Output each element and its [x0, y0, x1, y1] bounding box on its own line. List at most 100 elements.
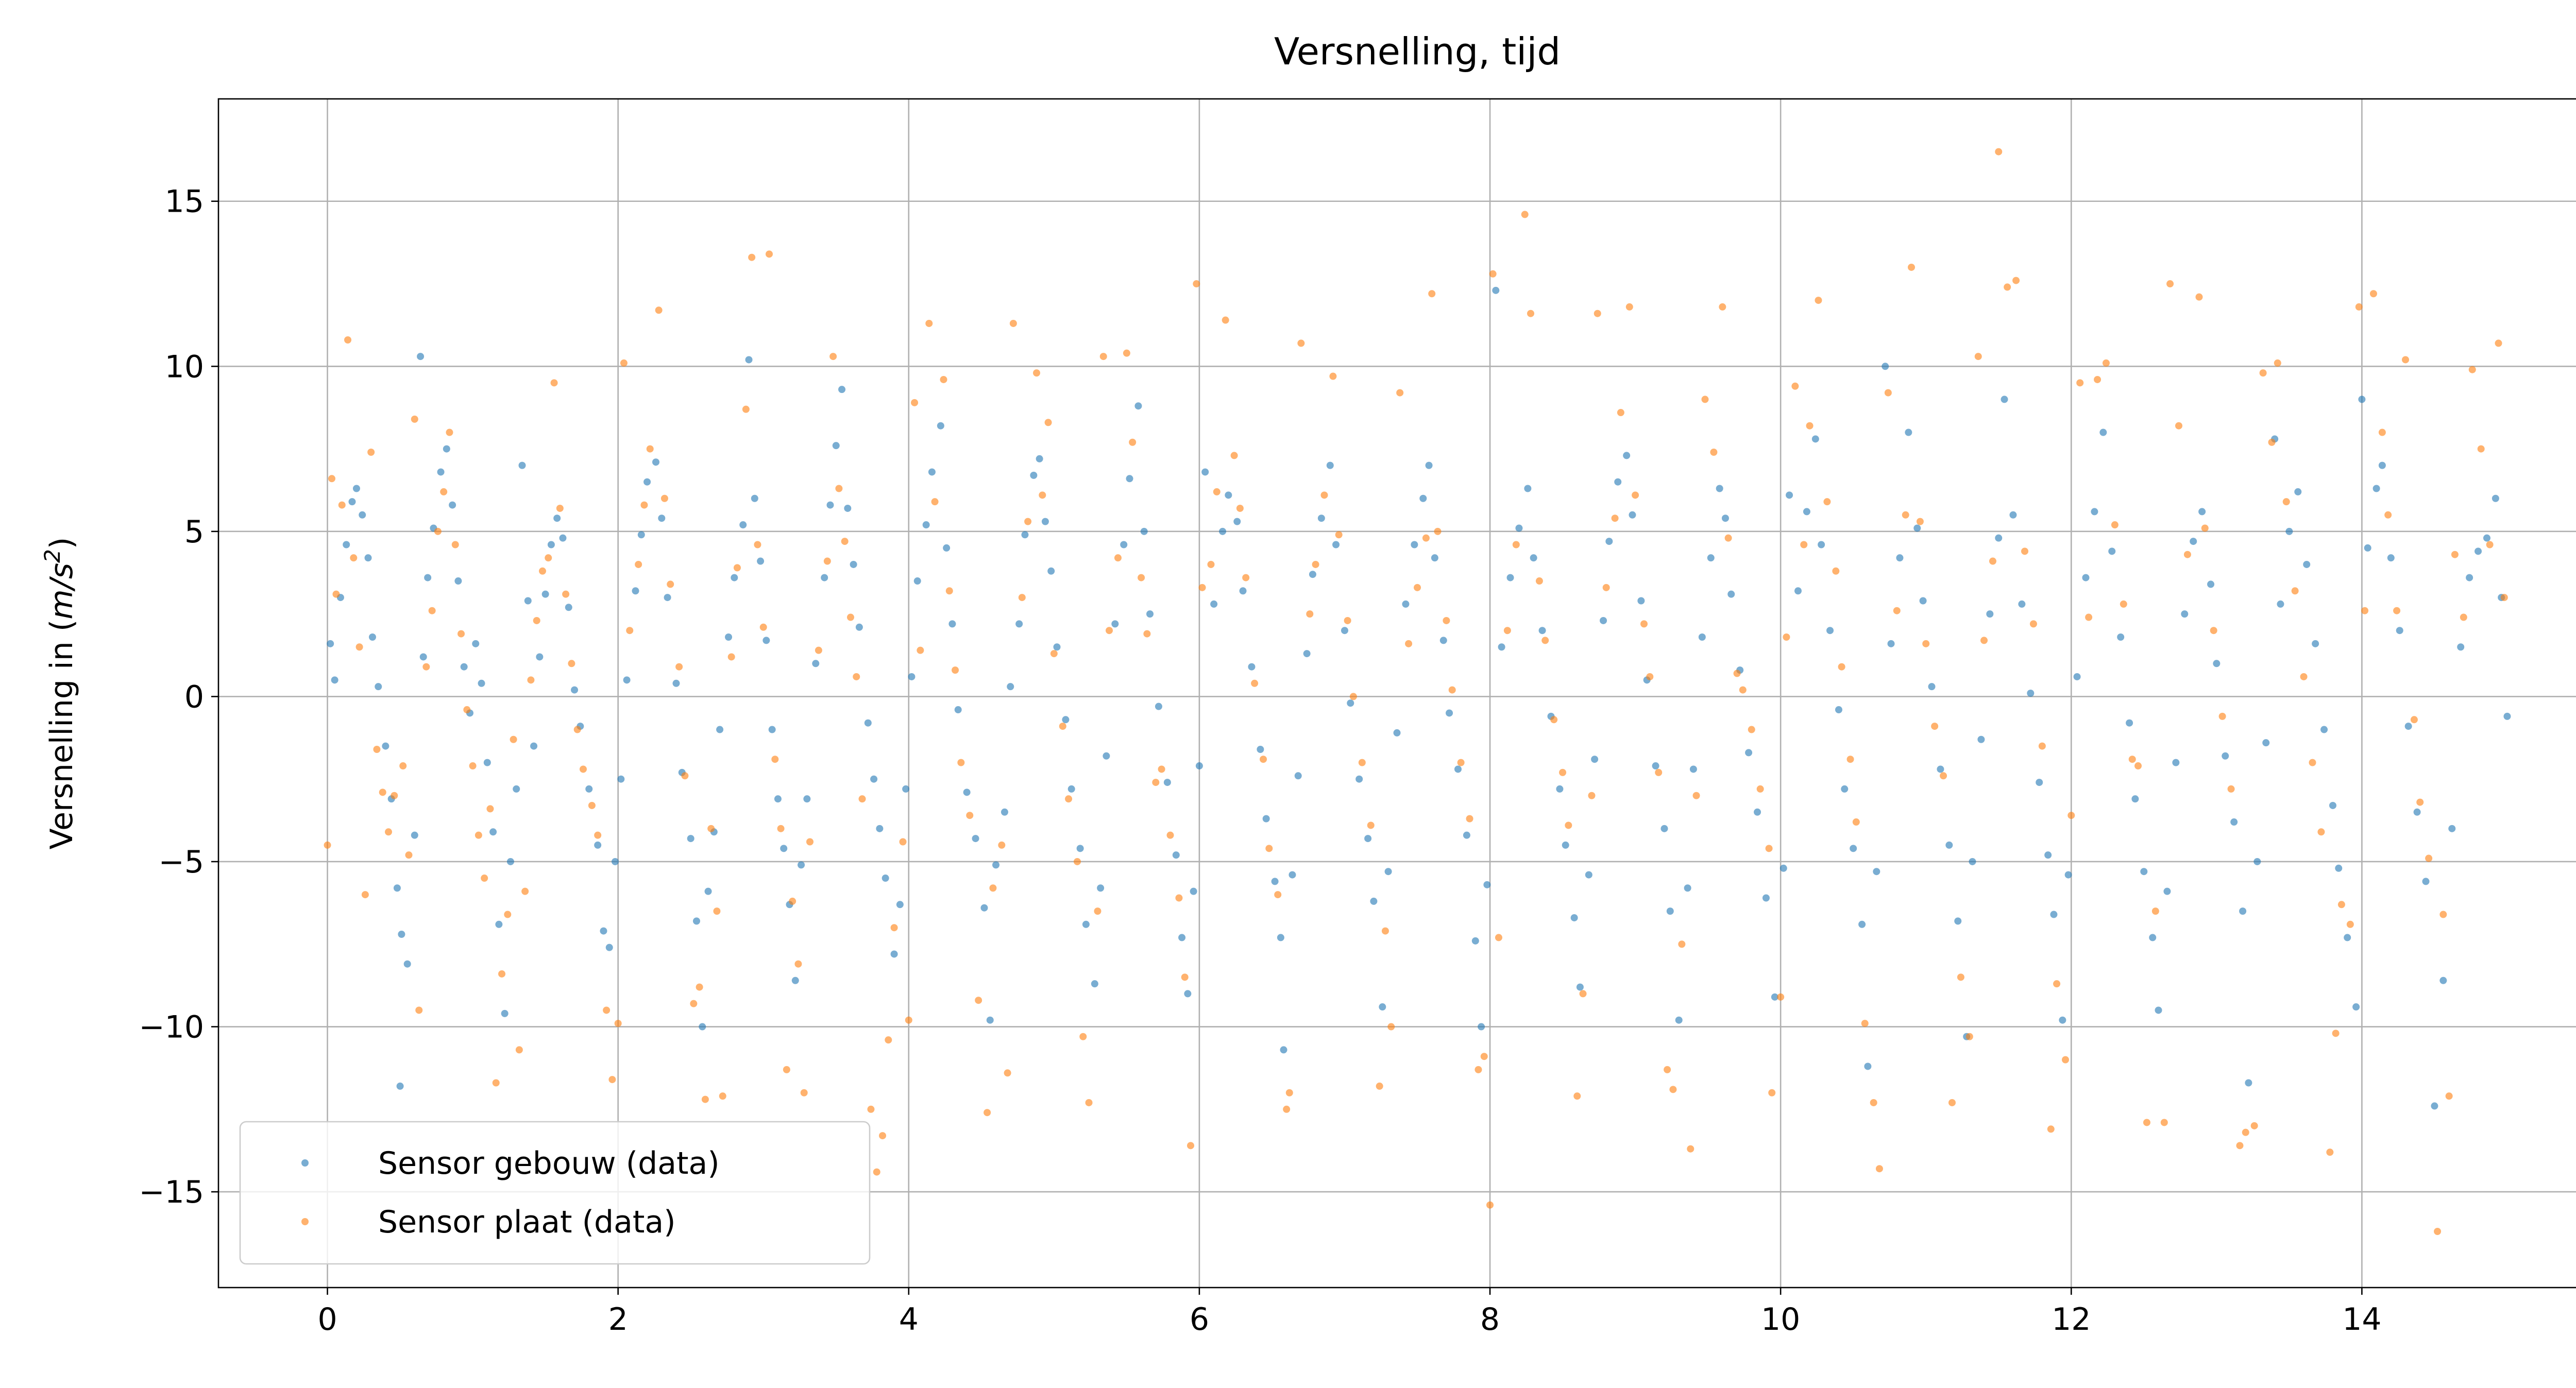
data-point-sensor-plaat: [681, 772, 689, 780]
data-point-sensor-plaat: [890, 924, 898, 932]
data-point-sensor-gebouw: [2285, 527, 2293, 535]
data-point-sensor-plaat: [1573, 1092, 1581, 1100]
data-point-sensor-plaat: [1664, 1066, 1671, 1073]
data-point-sensor-plaat: [2053, 980, 2061, 988]
data-point-sensor-plaat: [2332, 1030, 2340, 1037]
data-point-sensor-gebouw: [1195, 762, 1203, 770]
data-point-sensor-gebouw: [826, 501, 834, 509]
data-point-sensor-gebouw: [1384, 868, 1392, 876]
data-point-sensor-gebouw: [1937, 765, 1944, 773]
legend-marker-sensor-plaat: [301, 1218, 309, 1225]
data-point-sensor-plaat: [434, 527, 442, 535]
data-point-sensor-gebouw: [2140, 868, 2148, 876]
data-point-sensor-gebouw: [1262, 815, 1270, 822]
data-point-sensor-gebouw: [1402, 600, 1410, 608]
data-point-sensor-plaat: [2346, 920, 2354, 928]
grid-lines: [218, 99, 2576, 1288]
data-point-sensor-gebouw: [2277, 600, 2284, 608]
data-point-sensor-plaat: [911, 399, 919, 406]
legend-label-sensor-gebouw: Sensor gebouw (data): [378, 1145, 720, 1181]
data-point-sensor-gebouw: [1629, 511, 1636, 519]
data-point-sensor-plaat: [2402, 356, 2410, 364]
data-point-sensor-gebouw: [1707, 554, 1715, 562]
data-point-sensor-gebouw: [1239, 587, 1247, 595]
data-point-sensor-gebouw: [1826, 627, 1834, 635]
data-point-sensor-plaat: [2250, 1122, 2258, 1129]
data-point-sensor-gebouw: [1721, 515, 1729, 522]
data-point-sensor-gebouw: [2082, 574, 2090, 581]
data-point-sensor-gebouw: [980, 904, 988, 912]
data-point-sensor-gebouw: [1082, 920, 1090, 928]
data-point-sensor-plaat: [562, 590, 570, 598]
data-point-sensor-gebouw: [1945, 841, 1953, 849]
data-point-sensor-gebouw: [2364, 544, 2371, 552]
data-point-sensor-plaat: [2038, 742, 2046, 750]
data-point-sensor-gebouw: [2163, 887, 2171, 895]
data-point-sensor-plaat: [1783, 633, 1790, 641]
data-point-sensor-plaat: [428, 607, 436, 614]
data-point-sensor-plaat: [1283, 1105, 1291, 1113]
data-point-sensor-plaat: [748, 253, 756, 261]
data-point-sensor-plaat: [2047, 1125, 2055, 1133]
data-point-sensor-plaat: [411, 415, 418, 423]
data-point-sensor-gebouw: [1873, 868, 1880, 876]
data-point-sensor-gebouw: [1280, 1046, 1287, 1054]
data-point-sensor-gebouw: [359, 511, 366, 519]
series-sensor-plaat: [324, 148, 2508, 1236]
data-point-sensor-gebouw: [687, 835, 694, 843]
data-point-sensor-plaat: [2012, 277, 2020, 284]
data-point-sensor-plaat: [1349, 693, 1357, 700]
data-point-sensor-plaat: [481, 875, 488, 882]
data-point-sensor-plaat: [2378, 429, 2386, 436]
data-point-sensor-gebouw: [541, 590, 549, 598]
data-point-sensor-gebouw: [478, 679, 485, 687]
data-point-sensor-gebouw: [1786, 491, 1793, 499]
data-point-sensor-gebouw: [2320, 726, 2328, 733]
data-point-sensor-plaat: [603, 1006, 611, 1014]
data-point-sensor-plaat: [794, 960, 802, 968]
y-tick-label: 15: [165, 184, 204, 220]
data-point-sensor-gebouw: [652, 458, 660, 466]
data-point-sensor-gebouw: [774, 795, 782, 803]
data-point-sensor-plaat: [2195, 293, 2203, 301]
x-axis-ticks: 0 2 4 6 8 10 12 14: [317, 1288, 2382, 1338]
y-tick-label: −10: [139, 1009, 204, 1046]
data-point-sensor-plaat: [1486, 1201, 1494, 1209]
y-tick-label: 10: [165, 349, 204, 385]
data-point-sensor-gebouw: [876, 825, 884, 832]
data-point-sensor-plaat: [440, 488, 448, 495]
data-point-sensor-plaat: [533, 616, 540, 624]
data-point-sensor-plaat: [2434, 1228, 2442, 1236]
data-point-sensor-plaat: [1434, 527, 1442, 535]
data-point-sensor-plaat: [1123, 349, 1130, 357]
data-point-sensor-plaat: [885, 1036, 892, 1044]
data-point-sensor-plaat: [498, 970, 506, 978]
data-point-sensor-gebouw: [791, 976, 799, 984]
data-point-sensor-gebouw: [506, 858, 514, 865]
data-point-sensor-gebouw: [2358, 396, 2366, 403]
x-tick-label: 2: [608, 1301, 628, 1338]
data-point-sensor-gebouw: [1289, 871, 1296, 879]
data-point-sensor-gebouw: [1913, 524, 1921, 532]
data-point-sensor-plaat: [841, 538, 849, 545]
data-point-sensor-plaat: [667, 580, 674, 588]
data-point-sensor-gebouw: [524, 597, 532, 605]
data-point-sensor-gebouw: [1111, 620, 1119, 628]
data-point-sensor-gebouw: [2413, 808, 2421, 816]
data-point-sensor-plaat: [800, 1089, 808, 1096]
data-point-sensor-plaat: [940, 375, 947, 383]
data-point-sensor-plaat: [1251, 679, 1259, 687]
x-tick-label: 14: [2342, 1301, 2381, 1338]
data-point-sensor-gebouw: [2245, 1079, 2252, 1087]
data-point-sensor-plaat: [2274, 359, 2281, 367]
data-point-sensor-plaat: [719, 1092, 726, 1100]
data-point-sensor-gebouw: [368, 633, 376, 641]
data-point-sensor-plaat: [2500, 594, 2508, 602]
data-point-sensor-plaat: [1632, 491, 1639, 499]
data-point-sensor-plaat: [754, 541, 761, 549]
data-point-sensor-gebouw: [565, 604, 572, 611]
data-point-sensor-gebouw: [1591, 756, 1599, 763]
data-point-sensor-gebouw: [449, 501, 456, 509]
data-point-sensor-plaat: [1193, 280, 1200, 288]
data-point-sensor-plaat: [1448, 686, 1456, 694]
